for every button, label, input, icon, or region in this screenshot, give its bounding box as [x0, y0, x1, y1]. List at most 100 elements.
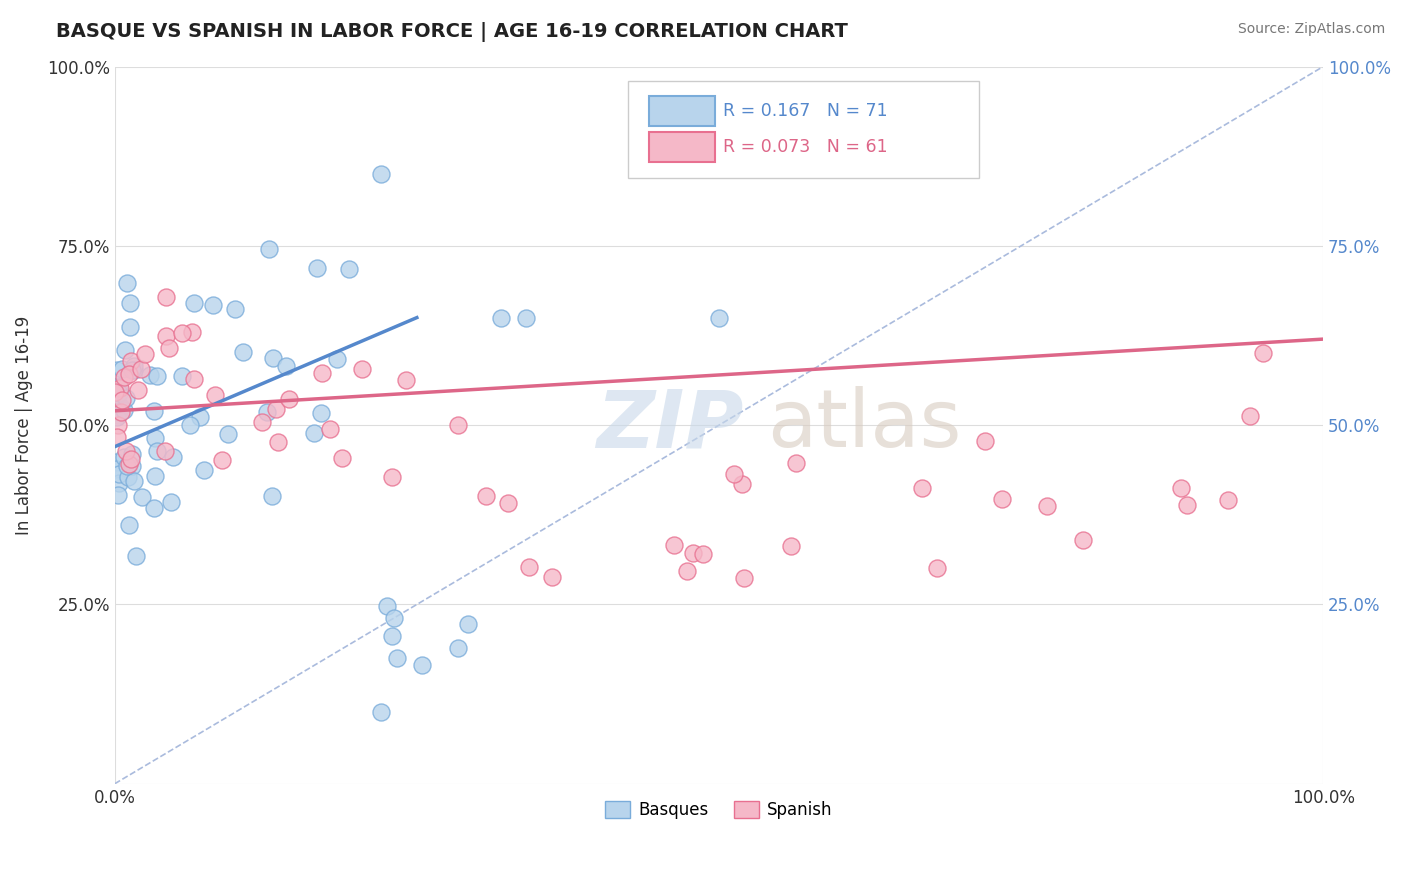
Point — [127, 384, 149, 398]
Point — [266, 435, 288, 450]
Point — [692, 547, 714, 561]
Point — [105, 430, 128, 444]
Point — [201, 298, 224, 312]
Point — [110, 405, 132, 419]
Point — [114, 343, 136, 357]
Point — [120, 320, 142, 334]
Point — [120, 296, 142, 310]
Point — [121, 363, 143, 377]
Point — [304, 426, 326, 441]
Point — [278, 392, 301, 407]
Point — [446, 640, 468, 655]
Text: ZIP: ZIP — [596, 386, 744, 464]
Point — [117, 459, 139, 474]
Point — [117, 470, 139, 484]
Point — [662, 538, 685, 552]
Point — [395, 373, 418, 387]
Point — [121, 447, 143, 461]
Point — [143, 404, 166, 418]
Point — [112, 450, 135, 464]
Point — [780, 539, 803, 553]
Point — [172, 369, 194, 384]
Point — [108, 476, 131, 491]
Point — [446, 417, 468, 432]
Point — [731, 477, 754, 491]
Point — [1251, 346, 1274, 360]
Text: R = 0.167   N = 71: R = 0.167 N = 71 — [723, 102, 887, 120]
Point — [129, 362, 152, 376]
Point — [122, 359, 145, 374]
Point — [211, 452, 233, 467]
Point — [115, 443, 138, 458]
Point — [385, 650, 408, 665]
Point — [107, 408, 129, 422]
Point — [707, 310, 730, 325]
Point — [107, 487, 129, 501]
Point — [381, 470, 404, 484]
Point — [107, 417, 129, 432]
Point — [125, 549, 148, 563]
Point — [723, 467, 745, 481]
Point — [911, 481, 934, 495]
FancyBboxPatch shape — [648, 132, 716, 162]
Point — [274, 359, 297, 373]
Point — [105, 363, 128, 377]
Legend: Basques, Spanish: Basques, Spanish — [599, 794, 839, 826]
Point — [188, 410, 211, 425]
Point — [337, 262, 360, 277]
Point — [146, 369, 169, 384]
Point — [153, 443, 176, 458]
Point — [155, 290, 177, 304]
Text: BASQUE VS SPANISH IN LABOR FORCE | AGE 16-19 CORRELATION CHART: BASQUE VS SPANISH IN LABOR FORCE | AGE 1… — [56, 22, 848, 42]
Point — [250, 415, 273, 429]
Text: atlas: atlas — [768, 386, 962, 464]
Point — [143, 500, 166, 515]
Point — [170, 326, 193, 340]
Point — [122, 474, 145, 488]
Text: Source: ZipAtlas.com: Source: ZipAtlas.com — [1237, 22, 1385, 37]
Point — [309, 406, 332, 420]
Point — [118, 517, 141, 532]
Point — [157, 341, 180, 355]
Point — [411, 657, 433, 672]
Point — [382, 611, 405, 625]
Point — [319, 422, 342, 436]
Point — [108, 467, 131, 481]
Point — [179, 417, 201, 432]
Point — [131, 490, 153, 504]
Point — [112, 402, 135, 417]
FancyBboxPatch shape — [648, 96, 716, 126]
Point — [115, 276, 138, 290]
Point — [139, 368, 162, 382]
Point — [143, 431, 166, 445]
Point — [162, 450, 184, 464]
Point — [733, 571, 755, 585]
Point — [146, 444, 169, 458]
Point — [991, 491, 1014, 506]
Point — [370, 167, 392, 181]
Point — [1036, 499, 1059, 513]
Point — [1071, 533, 1094, 548]
Point — [682, 546, 704, 560]
Point — [118, 457, 141, 471]
Point — [183, 296, 205, 310]
Y-axis label: In Labor Force | Age 16-19: In Labor Force | Age 16-19 — [15, 316, 32, 535]
Point — [105, 455, 128, 469]
Point — [217, 427, 239, 442]
Point — [181, 325, 204, 339]
Point — [111, 362, 134, 376]
Point — [475, 490, 498, 504]
Point — [381, 629, 404, 643]
Point — [1216, 493, 1239, 508]
Point — [1175, 498, 1198, 512]
Point — [1170, 481, 1192, 495]
Point — [330, 451, 353, 466]
Point — [134, 347, 156, 361]
Point — [160, 495, 183, 509]
Point — [256, 405, 278, 419]
Text: R = 0.073   N = 61: R = 0.073 N = 61 — [723, 138, 887, 156]
Point — [224, 301, 246, 316]
Point — [105, 462, 128, 476]
Point — [104, 384, 127, 399]
Point — [311, 367, 333, 381]
